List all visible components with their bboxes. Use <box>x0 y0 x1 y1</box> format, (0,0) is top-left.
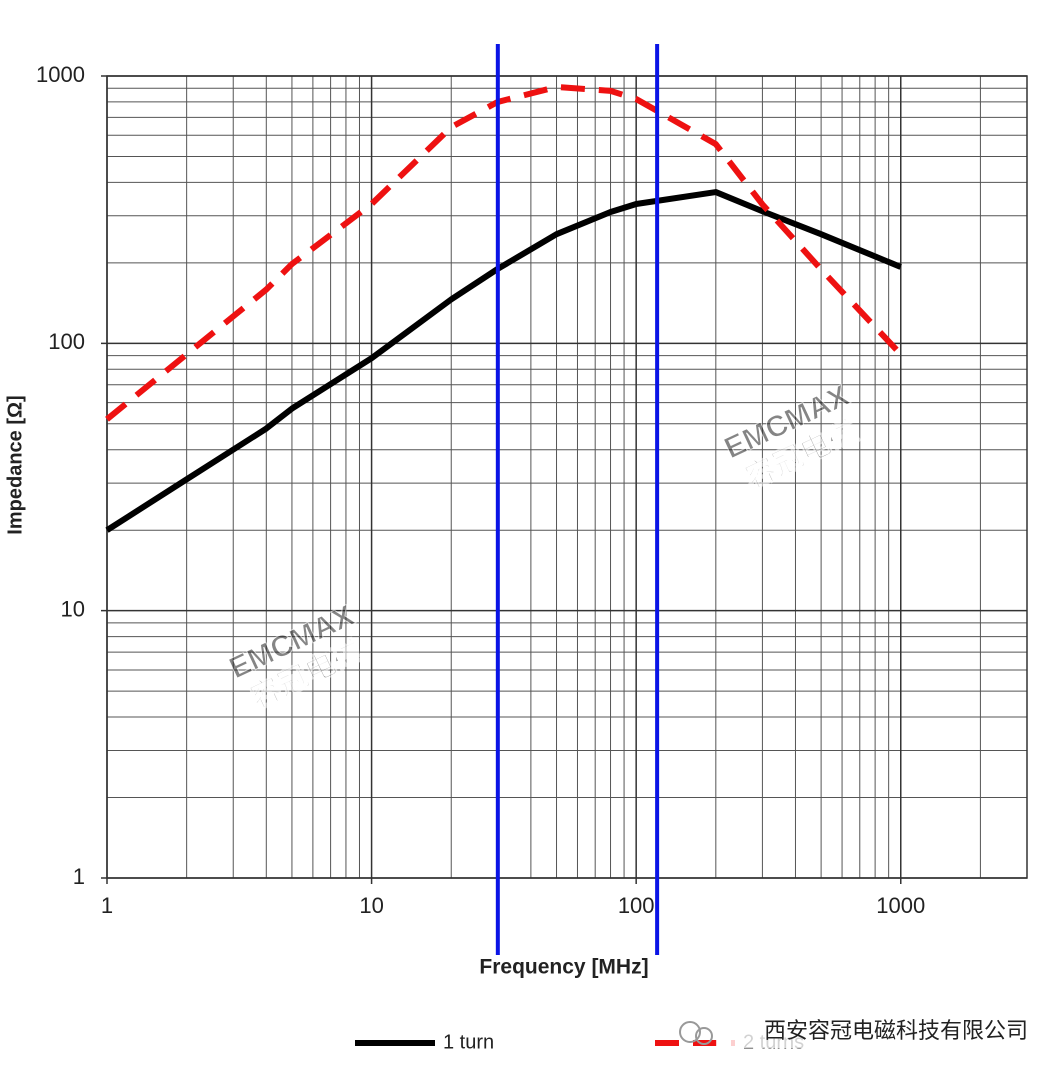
wechat-icon <box>695 1027 713 1045</box>
y-tick-label: 1000 <box>36 62 85 87</box>
data-line <box>105 83 903 422</box>
plot-frame <box>106 75 1028 879</box>
data-line <box>105 189 902 533</box>
source-backdrop <box>716 1016 1034 1048</box>
y-tick-label: 100 <box>48 329 85 354</box>
x-tick-label: 10 <box>359 893 383 918</box>
y-axis-label: Impedance [Ω] <box>4 395 26 534</box>
source-text: 西安容冠电磁科技有限公司 <box>764 1018 1028 1043</box>
x-tick-label: 1 <box>101 893 113 918</box>
y-tick-label: 1 <box>73 864 85 889</box>
x-tick-label: 100 <box>618 893 655 918</box>
x-tick-label: 1000 <box>876 893 925 918</box>
legend-label: 1 turn <box>443 1031 494 1053</box>
y-tick-label: 10 <box>61 596 85 621</box>
x-axis-label: Frequency [MHz] <box>479 956 648 979</box>
wechat-icon <box>679 1021 701 1043</box>
